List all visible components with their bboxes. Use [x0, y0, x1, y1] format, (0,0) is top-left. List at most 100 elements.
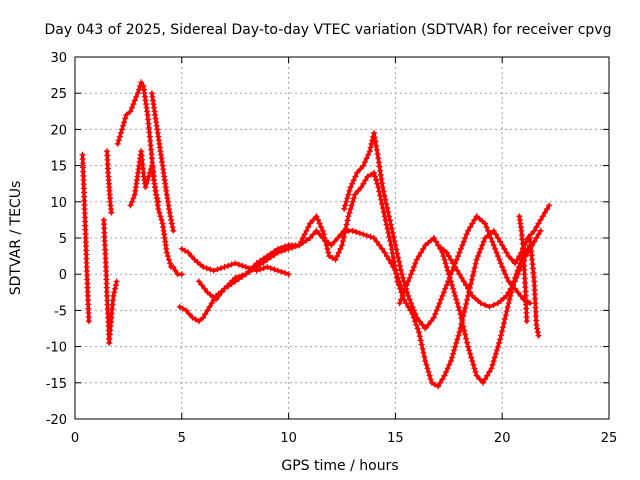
data-point [505, 278, 512, 285]
data-point [397, 262, 403, 269]
data-point [486, 231, 493, 238]
data-point [371, 235, 377, 241]
data-point [322, 238, 329, 245]
data-point [298, 238, 305, 245]
data-point [388, 225, 395, 232]
y-tick-label: -5 [54, 304, 67, 319]
data-point [433, 307, 440, 314]
data-point [394, 250, 401, 257]
data-point [403, 282, 410, 289]
data-point [440, 289, 447, 296]
data-point [156, 209, 163, 216]
data-point [344, 217, 351, 224]
data-point [318, 224, 325, 231]
data-point [334, 253, 341, 260]
data-point [267, 250, 274, 257]
data-point [367, 171, 374, 178]
data-point [386, 256, 392, 263]
data-point [267, 265, 274, 272]
data-point [172, 267, 179, 274]
data-point [343, 198, 350, 205]
data-point [516, 267, 523, 274]
data-point [534, 329, 541, 336]
data-point [393, 274, 400, 281]
data-point [492, 245, 499, 252]
data-point [207, 266, 214, 273]
data-point [349, 180, 356, 187]
data-point [492, 231, 499, 238]
data-point [489, 238, 496, 245]
data-point [235, 276, 242, 282]
data-point [182, 247, 188, 254]
data-point [342, 225, 349, 232]
data-point [497, 238, 504, 245]
data-point [178, 271, 185, 278]
data-point [195, 318, 202, 325]
data-point [112, 285, 119, 292]
data-point [502, 271, 509, 278]
data-point [482, 302, 489, 308]
data-point [271, 248, 278, 255]
data-point [486, 368, 493, 375]
data-point [203, 265, 210, 272]
data-point [501, 245, 508, 252]
data-point [186, 311, 193, 317]
data-point [486, 303, 493, 310]
data-point [316, 220, 323, 227]
data-point [119, 126, 125, 133]
data-point [296, 242, 303, 249]
data-point [452, 292, 459, 299]
data-point [391, 258, 397, 265]
data-point [195, 278, 202, 285]
data-point [412, 260, 419, 267]
data-point [371, 169, 377, 176]
data-point [450, 260, 457, 267]
data-point [460, 238, 467, 245]
data-point [490, 302, 497, 308]
data-point [360, 231, 367, 238]
data-point [465, 285, 471, 292]
data-point [346, 187, 353, 194]
data-point [127, 202, 134, 209]
data-point [428, 379, 435, 386]
data-point [477, 245, 484, 252]
data-point [432, 311, 439, 317]
data-point [158, 216, 165, 223]
data-point [215, 292, 222, 299]
data-point [409, 267, 416, 274]
data-point [503, 308, 510, 315]
data-point [351, 191, 358, 198]
data-point [546, 202, 553, 209]
data-point [427, 376, 434, 383]
data-point [214, 266, 221, 273]
data-point [523, 318, 530, 325]
data-point [499, 328, 505, 335]
data-point [449, 282, 455, 289]
data-point [464, 339, 471, 346]
data-point [170, 264, 177, 270]
data-point [451, 289, 458, 296]
data-point [414, 325, 421, 332]
data-point [170, 227, 177, 234]
data-point [115, 137, 122, 144]
data-point [176, 303, 183, 310]
data-point [313, 213, 320, 220]
data-point [441, 372, 448, 379]
data-point [424, 365, 431, 372]
data-point [179, 305, 186, 312]
data-point [111, 289, 118, 296]
data-point [112, 282, 119, 289]
data-point [377, 167, 384, 174]
data-point [383, 200, 390, 207]
data-point [435, 303, 442, 310]
data-point [461, 309, 468, 315]
data-point [537, 216, 544, 223]
data-point [358, 184, 365, 191]
grid [75, 57, 609, 419]
data-point [130, 101, 137, 108]
data-point [264, 253, 271, 260]
data-point [393, 246, 400, 253]
data-point [154, 195, 161, 202]
data-point [274, 245, 281, 252]
